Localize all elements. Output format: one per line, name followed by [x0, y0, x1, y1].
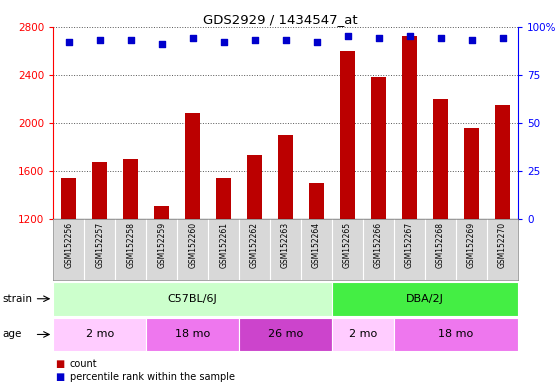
Text: ■: ■	[56, 359, 68, 369]
Text: 18 mo: 18 mo	[175, 329, 210, 339]
Text: GSM152261: GSM152261	[219, 222, 228, 268]
Text: count: count	[70, 359, 97, 369]
Bar	[123, 159, 138, 219]
Text: 2 mo: 2 mo	[86, 329, 114, 339]
Point	[95, 37, 104, 43]
Text: GSM152262: GSM152262	[250, 222, 259, 268]
Bar	[340, 51, 355, 219]
Text: percentile rank within the sample: percentile rank within the sample	[70, 372, 235, 382]
Text: GSM152263: GSM152263	[281, 222, 290, 268]
Bar	[332, 318, 394, 351]
Point	[157, 41, 166, 47]
Point	[281, 37, 290, 43]
Point	[312, 39, 321, 45]
Text: GSM152265: GSM152265	[343, 222, 352, 268]
Bar	[154, 206, 170, 219]
Bar	[146, 318, 239, 351]
Text: 2 mo: 2 mo	[349, 329, 377, 339]
Bar	[332, 282, 518, 316]
Point	[250, 37, 259, 43]
Text: GDS2929 / 1434547_at: GDS2929 / 1434547_at	[203, 13, 357, 26]
Bar	[239, 318, 332, 351]
Text: GSM152260: GSM152260	[188, 222, 197, 268]
Bar	[464, 127, 479, 219]
Text: 26 mo: 26 mo	[268, 329, 303, 339]
Text: GSM152256: GSM152256	[64, 222, 73, 268]
Point	[343, 33, 352, 40]
Text: GSM152270: GSM152270	[498, 222, 507, 268]
Text: 18 mo: 18 mo	[438, 329, 474, 339]
Point	[219, 39, 228, 45]
Bar	[309, 183, 324, 219]
Point	[374, 35, 383, 41]
Text: strain: strain	[3, 294, 33, 304]
Bar	[216, 178, 231, 219]
Text: GSM152258: GSM152258	[126, 222, 135, 268]
Bar	[53, 318, 146, 351]
Text: GSM152269: GSM152269	[467, 222, 476, 268]
Point	[188, 35, 197, 41]
Text: GSM152268: GSM152268	[436, 222, 445, 268]
Bar	[92, 162, 108, 219]
Point	[126, 37, 135, 43]
Text: GSM152264: GSM152264	[312, 222, 321, 268]
Text: DBA/2J: DBA/2J	[406, 294, 444, 304]
Text: age: age	[3, 329, 22, 339]
Bar	[247, 155, 262, 219]
Point	[64, 39, 73, 45]
Bar	[278, 135, 293, 219]
Text: C57BL/6J: C57BL/6J	[168, 294, 217, 304]
Text: GSM152259: GSM152259	[157, 222, 166, 268]
Bar	[185, 113, 200, 219]
Text: GSM152267: GSM152267	[405, 222, 414, 268]
Point	[436, 35, 445, 41]
Bar	[394, 318, 518, 351]
Bar	[433, 99, 448, 219]
Bar	[402, 36, 417, 219]
Point	[498, 35, 507, 41]
Bar	[53, 282, 332, 316]
Point	[405, 33, 414, 40]
Bar	[61, 178, 76, 219]
Text: GSM152257: GSM152257	[95, 222, 104, 268]
Bar	[371, 77, 386, 219]
Text: GSM152266: GSM152266	[374, 222, 383, 268]
Text: ■: ■	[56, 372, 68, 382]
Point	[467, 37, 476, 43]
Bar	[495, 105, 510, 219]
